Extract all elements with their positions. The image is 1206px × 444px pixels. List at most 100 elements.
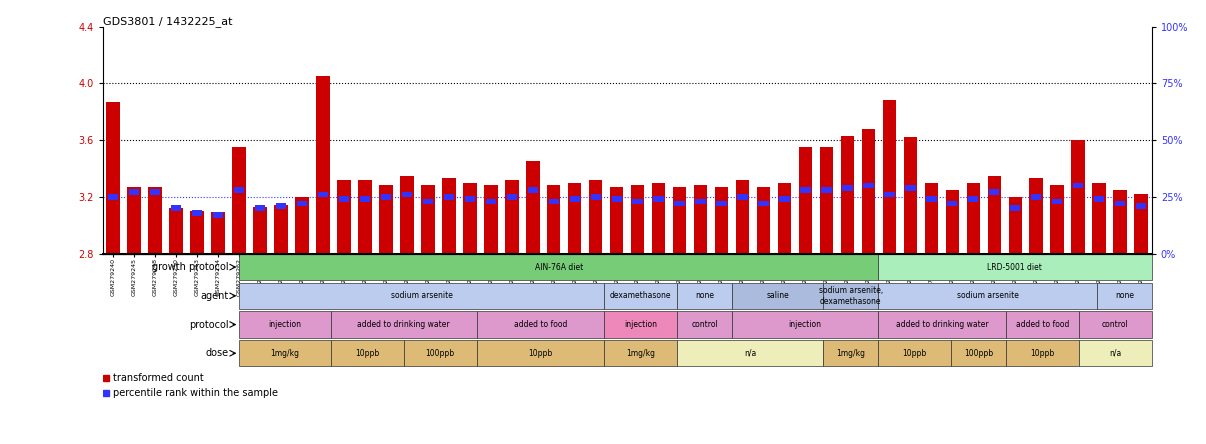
Bar [926,196,937,202]
Text: 10ppb: 10ppb [528,349,552,358]
Bar [1073,182,1083,188]
Text: control: control [691,320,718,329]
Text: injection: injection [789,320,821,329]
Bar [801,187,810,193]
Bar [129,190,139,195]
Bar [968,196,978,202]
Text: saline: saline [766,291,789,300]
Bar [1006,311,1078,338]
Bar [1094,196,1105,202]
Text: none: none [695,291,714,300]
Bar [330,340,404,366]
Text: added to food: added to food [1015,320,1069,329]
Text: LRD-5001 diet: LRD-5001 diet [988,262,1042,272]
Bar [589,180,603,254]
Bar [192,210,203,216]
Text: agent: agent [200,291,228,301]
Text: added to food: added to food [514,320,567,329]
Bar [441,178,456,254]
Bar [569,196,580,202]
Text: n/a: n/a [1110,349,1122,358]
Bar [798,147,813,254]
Bar [336,180,351,254]
Bar [400,175,414,254]
Bar [732,311,878,338]
Text: 100ppb: 100ppb [964,349,993,358]
Text: 1mg/kg: 1mg/kg [270,349,299,358]
Bar [678,340,824,366]
Text: 100ppb: 100ppb [426,349,455,358]
Bar [464,196,475,202]
Text: 1mg/kg: 1mg/kg [836,349,865,358]
Bar [604,311,678,338]
Bar [330,311,476,338]
Bar [150,190,160,195]
Bar [212,212,223,218]
Bar [878,340,952,366]
Bar [673,187,686,254]
Bar [878,283,1097,309]
Bar [527,187,538,193]
Bar [106,102,119,254]
Bar [842,185,853,190]
Text: growth protocol: growth protocol [152,262,228,272]
Bar [1136,203,1147,209]
Bar [674,201,685,206]
Bar [476,311,604,338]
Bar [632,198,643,204]
Text: sodium arsenite: sodium arsenite [956,291,1018,300]
Bar [1052,198,1062,204]
Bar [604,283,678,309]
Text: 1mg/kg: 1mg/kg [626,349,655,358]
Bar [732,283,824,309]
Bar [820,147,833,254]
Text: sodium arsenite: sodium arsenite [391,291,452,300]
Bar [404,340,476,366]
Text: 10ppb: 10ppb [1030,349,1054,358]
Bar [148,187,162,254]
Bar [358,180,371,254]
Bar [1030,178,1043,254]
Bar [276,203,286,209]
Text: GDS3801 / 1432225_at: GDS3801 / 1432225_at [103,16,232,27]
Bar [339,196,349,202]
Text: 10ppb: 10ppb [902,349,926,358]
Bar [989,190,1000,195]
Bar [654,196,663,202]
Bar [591,194,601,200]
Bar [1113,190,1128,254]
Bar [402,192,412,198]
Bar [1116,201,1125,206]
Bar [1093,182,1106,254]
Bar [610,187,624,254]
Bar [778,182,791,254]
Bar [463,182,476,254]
Text: injection: injection [625,320,657,329]
Bar [824,340,878,366]
Bar [946,190,959,254]
Text: transformed count: transformed count [113,373,204,383]
Bar [696,198,706,204]
Bar [1050,186,1064,254]
Bar [239,283,604,309]
Bar [1071,140,1085,254]
Bar [507,194,517,200]
Text: 10ppb: 10ppb [355,349,379,358]
Bar [191,211,204,254]
Bar [1006,340,1078,366]
Bar [1011,205,1020,211]
Bar [736,180,749,254]
Text: added to drinking water: added to drinking water [357,320,450,329]
Bar [947,201,958,206]
Text: control: control [1102,320,1129,329]
Text: sodium arsenite,
dexamethasone: sodium arsenite, dexamethasone [819,286,883,305]
Text: injection: injection [269,320,302,329]
Text: dexamethasone: dexamethasone [610,291,672,300]
Bar [925,182,938,254]
Bar [756,187,771,254]
Bar [1078,340,1152,366]
Bar [906,185,915,190]
Text: percentile rank within the sample: percentile rank within the sample [113,388,279,398]
Bar [715,187,728,254]
Text: dose: dose [205,348,228,358]
